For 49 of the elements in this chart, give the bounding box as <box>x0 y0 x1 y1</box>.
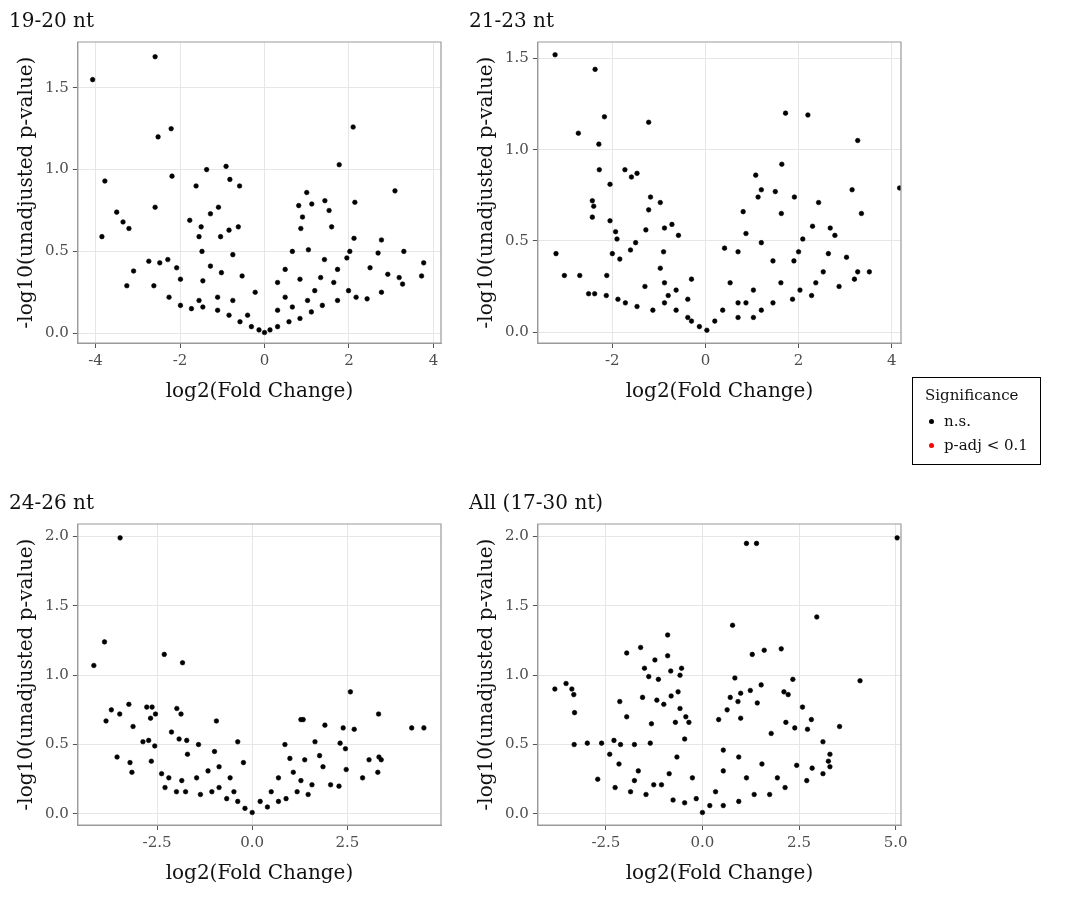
x-tick-label: -2 <box>172 350 188 369</box>
legend-label: p-adj < 0.1 <box>944 436 1028 454</box>
y-tick-label: 0.0 <box>505 803 529 822</box>
chart-title: 21-23 nt <box>469 8 554 33</box>
x-tick-label: 2 <box>344 350 354 369</box>
y-axis-title: -log10(unadjusted p-value) <box>473 538 498 811</box>
x-tick-label: 0 <box>259 350 270 369</box>
y-axis-title: -log10(unadjusted p-value) <box>13 538 38 811</box>
x-tick-label: 0.0 <box>690 832 715 851</box>
x-tick-label: -2.5 <box>142 832 172 851</box>
y-tick-label: 1.0 <box>45 159 69 178</box>
y-tick-label: 0.5 <box>45 734 69 753</box>
x-tick-label: 2.5 <box>335 832 360 851</box>
y-tick-label: 1.0 <box>505 665 529 684</box>
y-tick-label: 1.5 <box>45 595 69 614</box>
y-tick-label: 1.5 <box>45 77 69 96</box>
x-tick-label: -2.5 <box>591 832 621 851</box>
x-tick-label: 4 <box>428 350 439 369</box>
y-tick-label: 2.0 <box>45 526 69 545</box>
y-axis-title: -log10(unadjusted p-value) <box>13 56 38 329</box>
y-tick-label: 0.5 <box>45 241 69 260</box>
y-tick-label: 1.5 <box>505 595 529 614</box>
x-axis-title: log2(Fold Change) <box>625 860 814 885</box>
y-tick-label: 1.0 <box>505 139 529 158</box>
y-tick-label: 0.0 <box>45 323 69 342</box>
legend-label: n.s. <box>944 412 971 430</box>
y-tick-label: 0.0 <box>45 803 69 822</box>
x-tick-label: 4 <box>886 350 897 369</box>
y-tick-label: 0.0 <box>505 321 529 340</box>
y-axis-title: -log10(unadjusted p-value) <box>473 56 498 329</box>
x-tick-label: -4 <box>88 350 103 369</box>
x-tick-label: 2.5 <box>787 832 811 851</box>
x-axis-title: log2(Fold Change) <box>165 860 354 885</box>
chart-title: All (17-30 nt) <box>468 490 604 515</box>
chart-title: 19-20 nt <box>9 8 94 33</box>
x-tick-label: 0 <box>700 350 711 369</box>
x-tick-label: 5.0 <box>883 832 908 851</box>
x-tick-label: 2 <box>793 350 804 369</box>
x-axis-title: log2(Fold Change) <box>625 378 814 403</box>
x-tick-label: -2 <box>605 350 620 369</box>
x-tick-label: 0.0 <box>240 832 265 851</box>
y-tick-label: 1.0 <box>45 665 69 684</box>
y-tick-label: 0.5 <box>505 734 529 753</box>
y-tick-label: 2.0 <box>505 526 529 545</box>
y-tick-label: 1.5 <box>505 48 529 67</box>
chart-title: 24-26 nt <box>9 490 94 515</box>
y-tick-label: 0.5 <box>505 230 529 249</box>
x-axis-title: log2(Fold Change) <box>165 378 354 403</box>
legend-title: Significance <box>925 386 1020 404</box>
